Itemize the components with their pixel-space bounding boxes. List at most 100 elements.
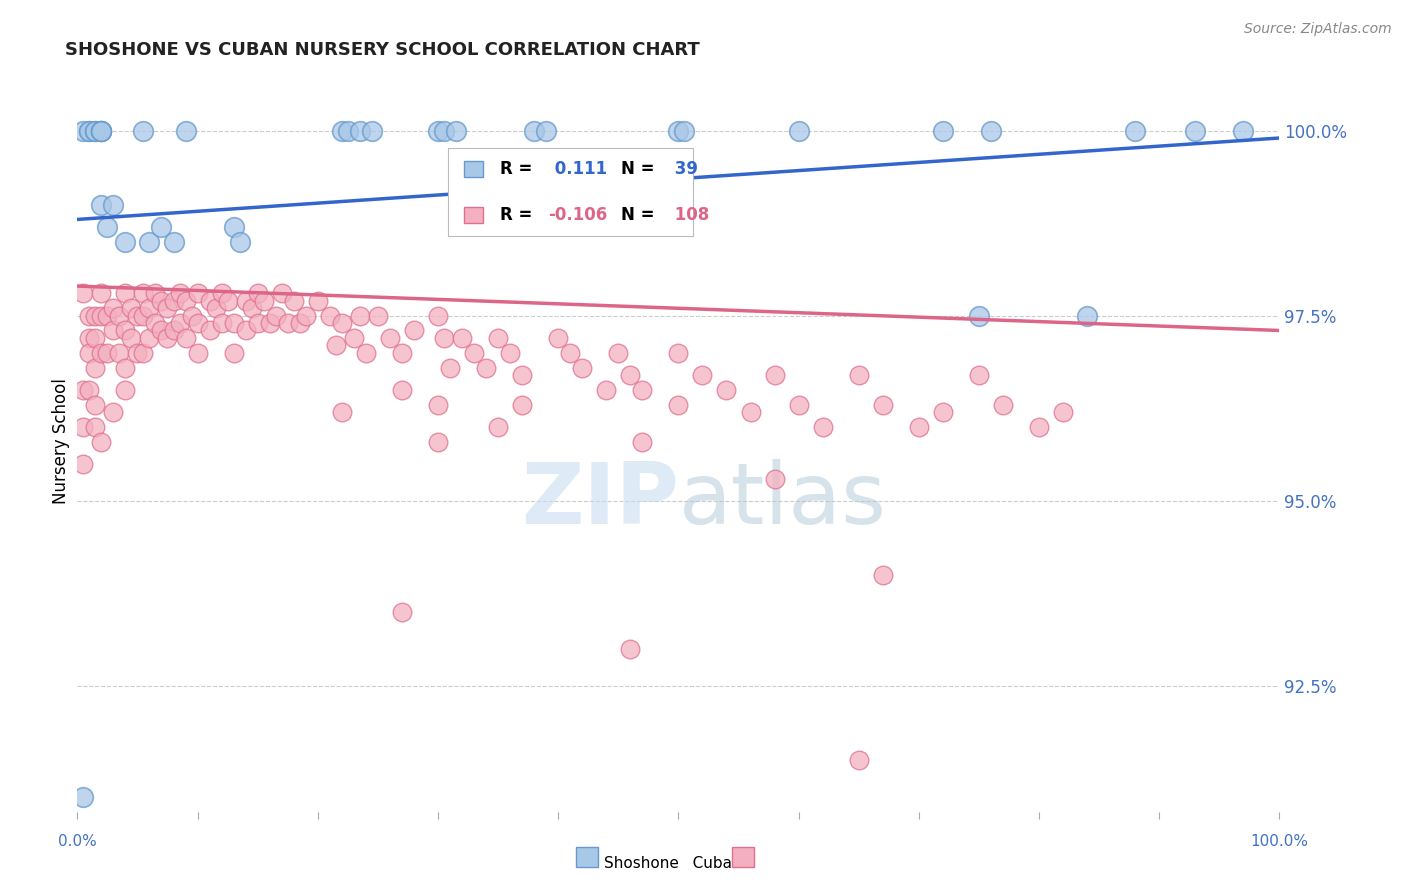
Point <box>169 316 191 330</box>
Point <box>72 457 94 471</box>
Point <box>1028 419 1050 434</box>
Point <box>343 331 366 345</box>
Point <box>402 324 425 338</box>
Point <box>534 123 557 137</box>
Point <box>222 219 245 234</box>
Point <box>991 398 1014 412</box>
Point <box>156 331 179 345</box>
Point <box>204 301 226 316</box>
Point <box>198 324 221 338</box>
Point <box>120 301 142 316</box>
Point <box>619 368 641 382</box>
Point <box>79 383 101 397</box>
Point <box>186 286 209 301</box>
Point <box>673 123 696 137</box>
Point <box>378 331 401 345</box>
Point <box>72 123 94 137</box>
Point <box>499 345 522 359</box>
Text: 0.111: 0.111 <box>548 160 607 178</box>
Point <box>84 398 107 412</box>
Point <box>325 338 347 352</box>
Point <box>294 309 316 323</box>
Point <box>96 345 118 359</box>
Text: N =: N = <box>620 206 654 224</box>
Point <box>631 383 654 397</box>
Point <box>787 123 810 137</box>
Point <box>211 316 233 330</box>
Point <box>90 286 112 301</box>
Point <box>439 360 461 375</box>
Text: -0.106: -0.106 <box>548 206 607 224</box>
Point <box>84 419 107 434</box>
Text: atlas: atlas <box>679 459 886 542</box>
Point <box>486 419 509 434</box>
Point <box>330 123 353 137</box>
Point <box>79 309 101 323</box>
Point <box>103 197 125 211</box>
Point <box>150 293 173 308</box>
Point <box>330 316 353 330</box>
Point <box>848 753 870 767</box>
Point <box>1123 123 1146 137</box>
Point <box>211 286 233 301</box>
Point <box>787 398 810 412</box>
Point <box>235 324 257 338</box>
Bar <box>464 207 482 223</box>
Point <box>668 345 690 359</box>
Point <box>79 331 101 345</box>
Point <box>90 123 112 137</box>
Point <box>169 286 191 301</box>
Text: R =: R = <box>501 206 533 224</box>
Point <box>811 419 834 434</box>
Point <box>967 309 990 323</box>
Point <box>427 123 450 137</box>
Text: ZIP: ZIP <box>520 459 679 542</box>
Point <box>451 331 474 345</box>
Point <box>547 331 569 345</box>
Text: Source: ZipAtlas.com: Source: ZipAtlas.com <box>1244 22 1392 37</box>
Text: R =: R = <box>501 160 533 178</box>
Point <box>120 331 142 345</box>
Point <box>848 368 870 382</box>
Point <box>740 405 762 419</box>
Point <box>523 123 546 137</box>
Point <box>444 123 467 137</box>
Point <box>127 309 149 323</box>
Point <box>319 309 342 323</box>
Point <box>264 309 287 323</box>
Point <box>84 309 107 323</box>
Point <box>217 293 239 308</box>
Bar <box>464 161 482 178</box>
Point <box>571 360 593 375</box>
Point <box>174 293 197 308</box>
Point <box>103 405 125 419</box>
Bar <box>733 847 754 867</box>
Point <box>932 123 955 137</box>
Point <box>132 123 155 137</box>
Point <box>90 123 112 137</box>
Point <box>90 197 112 211</box>
Point <box>259 316 281 330</box>
Point <box>114 286 136 301</box>
Point <box>186 345 209 359</box>
Point <box>72 419 94 434</box>
Point <box>595 383 617 397</box>
Point <box>162 235 184 249</box>
Point <box>307 293 329 308</box>
Text: 108: 108 <box>669 206 709 224</box>
Point <box>1076 309 1098 323</box>
Point <box>349 309 371 323</box>
Point <box>872 398 894 412</box>
Point <box>90 345 112 359</box>
Point <box>475 360 498 375</box>
FancyBboxPatch shape <box>447 147 693 235</box>
Point <box>433 123 456 137</box>
Point <box>84 123 107 137</box>
Point <box>162 324 184 338</box>
Point <box>980 123 1002 137</box>
Point <box>908 419 931 434</box>
Point <box>246 316 269 330</box>
Point <box>186 316 209 330</box>
Point <box>138 235 160 249</box>
Point <box>463 345 485 359</box>
